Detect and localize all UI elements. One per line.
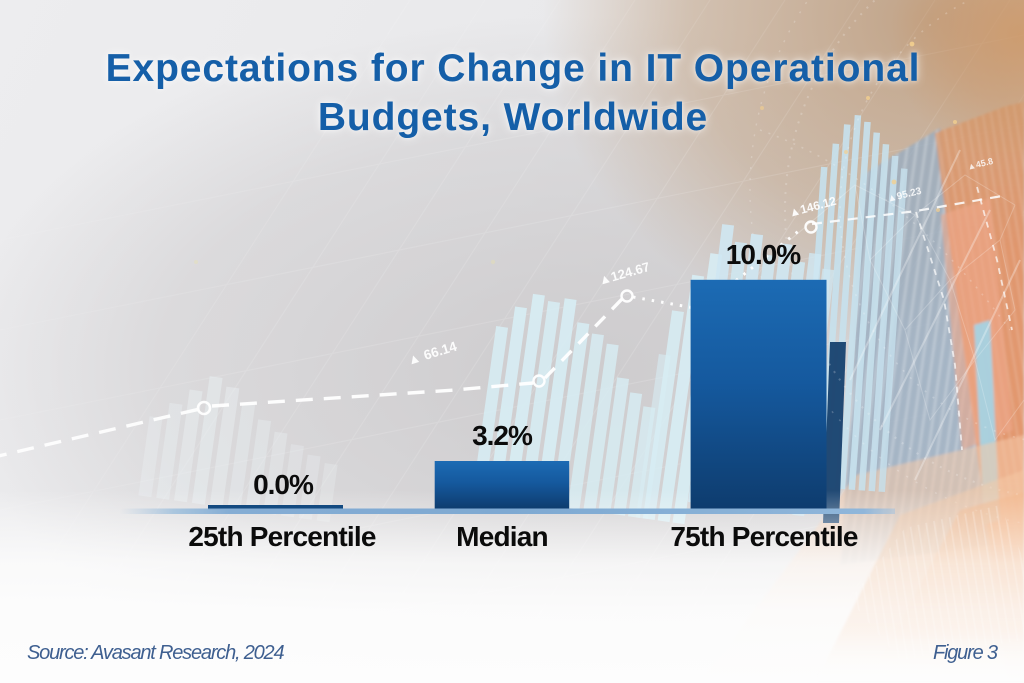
svg-text:▲124.67: ▲124.67 <box>597 259 652 288</box>
